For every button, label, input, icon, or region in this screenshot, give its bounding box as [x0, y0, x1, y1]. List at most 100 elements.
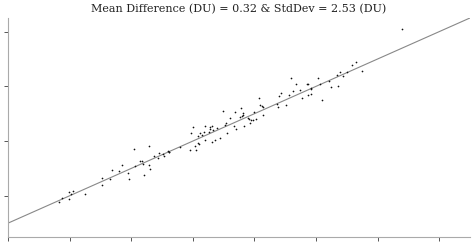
Point — [277, 91, 285, 95]
Point — [256, 103, 264, 107]
Point — [298, 96, 305, 99]
Point — [55, 200, 63, 204]
Point — [213, 126, 220, 130]
Point — [159, 152, 167, 156]
Title: Mean Difference (DU) = 0.32 & StdDev = 2.53 (DU): Mean Difference (DU) = 0.32 & StdDev = 2… — [91, 4, 387, 14]
Point — [146, 163, 153, 167]
Point — [82, 192, 89, 196]
Point — [308, 87, 315, 91]
Point — [340, 74, 347, 78]
Point — [221, 123, 229, 127]
Point — [238, 114, 246, 118]
Point — [275, 94, 283, 98]
Point — [206, 125, 213, 129]
Point — [282, 103, 290, 107]
Point — [307, 86, 314, 90]
Point — [201, 138, 209, 142]
Point — [230, 123, 237, 127]
Point — [154, 156, 162, 160]
Point — [115, 169, 123, 173]
Point — [65, 190, 73, 194]
Point — [255, 96, 263, 99]
Point — [358, 69, 365, 73]
Point — [70, 190, 77, 194]
Point — [146, 167, 154, 171]
Point — [192, 148, 200, 152]
Point — [249, 118, 256, 122]
Point — [108, 168, 115, 172]
Point — [65, 197, 73, 201]
Point — [352, 60, 360, 64]
Point — [67, 192, 75, 196]
Point — [233, 127, 240, 131]
Point — [343, 70, 351, 74]
Point — [138, 159, 146, 163]
Point — [98, 176, 106, 180]
Point — [176, 145, 183, 148]
Point — [231, 110, 239, 114]
Point — [58, 196, 65, 200]
Point — [336, 70, 344, 74]
Point — [150, 154, 158, 158]
Point — [194, 141, 201, 145]
Point — [334, 85, 341, 88]
Point — [247, 118, 255, 122]
Point — [275, 105, 283, 109]
Point — [285, 93, 293, 97]
Point — [240, 124, 248, 128]
Point — [160, 154, 167, 158]
Point — [222, 121, 230, 125]
Point — [165, 150, 173, 154]
Point — [155, 151, 163, 155]
Point — [333, 73, 340, 77]
Point — [259, 113, 267, 117]
Point — [146, 145, 153, 148]
Point — [130, 147, 138, 151]
Point — [187, 131, 195, 135]
Point — [259, 104, 266, 108]
Point — [207, 127, 214, 131]
Point — [253, 117, 260, 121]
Point — [289, 89, 297, 93]
Point — [208, 140, 216, 144]
Point — [190, 125, 197, 129]
Point — [219, 110, 227, 113]
Point — [305, 93, 312, 97]
Point — [124, 171, 132, 174]
Point — [244, 116, 252, 120]
Point — [245, 117, 253, 121]
Point — [398, 27, 406, 31]
Point — [246, 122, 254, 125]
Point — [195, 142, 203, 146]
Point — [209, 128, 217, 132]
Point — [211, 137, 219, 141]
Point — [303, 82, 311, 86]
Point — [316, 82, 324, 86]
Point — [237, 115, 244, 119]
Point — [191, 144, 199, 148]
Point — [239, 111, 246, 115]
Point — [328, 86, 335, 89]
Point — [118, 163, 125, 167]
Point — [308, 92, 315, 96]
Point — [348, 63, 356, 67]
Point — [165, 150, 173, 154]
Point — [292, 82, 300, 86]
Point — [314, 76, 322, 80]
Point — [208, 124, 216, 128]
Point — [106, 177, 114, 181]
Point — [126, 177, 133, 181]
Point — [259, 105, 267, 109]
Point — [98, 184, 106, 187]
Point — [195, 134, 202, 138]
Point — [239, 113, 247, 117]
Point — [140, 173, 147, 177]
Point — [201, 130, 208, 134]
Point — [132, 164, 139, 168]
Point — [319, 98, 326, 102]
Point — [326, 79, 333, 83]
Point — [139, 162, 146, 166]
Point — [205, 130, 213, 134]
Point — [201, 124, 209, 128]
Point — [226, 116, 234, 120]
